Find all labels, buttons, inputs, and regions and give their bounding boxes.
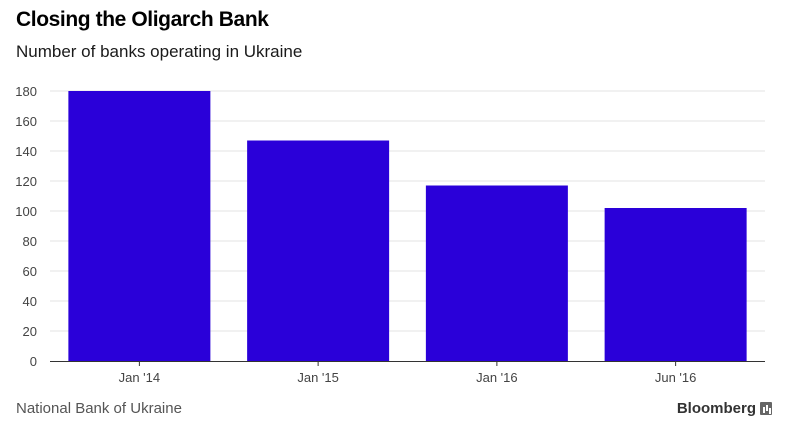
bar-chart-icon bbox=[760, 402, 772, 415]
x-tick-label: Jan '15 bbox=[297, 370, 339, 385]
bar bbox=[68, 91, 211, 361]
y-tick-label: 140 bbox=[15, 144, 37, 159]
chart-subtitle: Number of banks operating in Ukraine bbox=[16, 42, 303, 61]
bars bbox=[68, 91, 747, 361]
x-tick-label: Jun '16 bbox=[655, 370, 697, 385]
y-tick-label: 100 bbox=[15, 204, 37, 219]
source-note: National Bank of Ukraine bbox=[16, 400, 182, 417]
brand-name: Bloomberg bbox=[676, 400, 756, 417]
bar bbox=[604, 208, 747, 361]
chart-title: Closing the Oligarch Bank bbox=[16, 8, 269, 31]
y-tick-label: 0 bbox=[30, 354, 37, 369]
y-tick-label: 180 bbox=[15, 84, 37, 99]
bar bbox=[425, 185, 568, 361]
x-tick-label: Jan '14 bbox=[119, 370, 161, 385]
y-tick-label: 40 bbox=[23, 294, 37, 309]
y-tick-label: 60 bbox=[23, 264, 37, 279]
bar bbox=[247, 140, 390, 361]
y-tick-label: 160 bbox=[15, 114, 37, 129]
x-axis-ticks: Jan '14 Jan '15 Jan '16 Jun '16 bbox=[119, 361, 697, 385]
brand-logo: Bloomberg bbox=[677, 400, 772, 417]
y-axis-ticks: 0 20 40 60 80 100 120 140 160 180 bbox=[15, 84, 37, 369]
y-tick-label: 80 bbox=[23, 234, 37, 249]
y-tick-label: 120 bbox=[15, 174, 37, 189]
y-tick-label: 20 bbox=[23, 324, 37, 339]
x-tick-label: Jan '16 bbox=[476, 370, 518, 385]
